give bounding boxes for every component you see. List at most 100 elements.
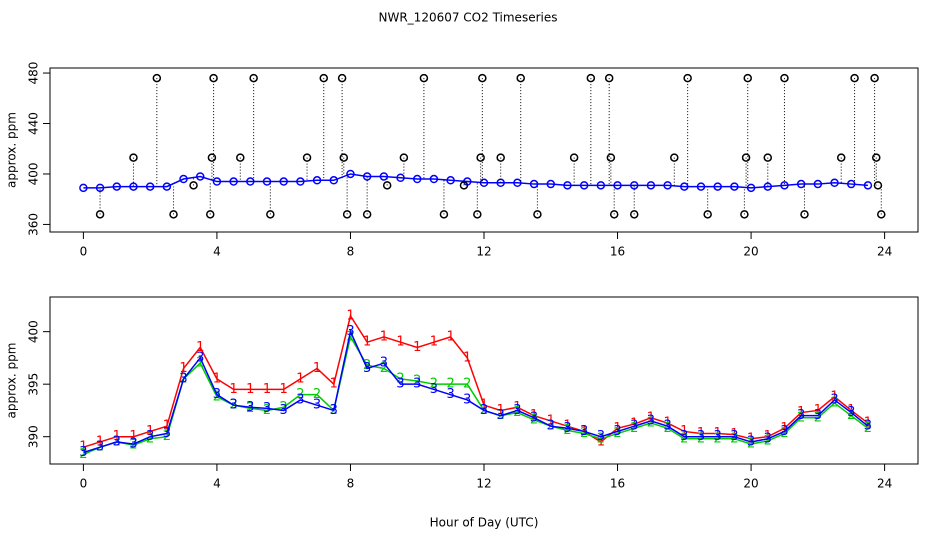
point <box>329 176 339 185</box>
point-label: 3 <box>630 419 638 434</box>
point-label: 1 <box>229 382 237 397</box>
point-label: 2 <box>263 403 271 418</box>
point-label: 1 <box>179 361 187 376</box>
point <box>683 73 692 83</box>
point <box>496 153 505 162</box>
point <box>533 210 542 219</box>
point-label: 3 <box>330 403 338 418</box>
point <box>396 173 405 183</box>
point <box>319 73 329 83</box>
point <box>479 178 489 188</box>
point <box>446 176 455 185</box>
point-label: 3 <box>113 434 121 449</box>
point-label: 3 <box>680 429 688 444</box>
point-label: 2 <box>647 416 655 431</box>
point <box>870 73 879 83</box>
point-label: 2 <box>146 431 154 446</box>
point <box>743 73 752 83</box>
point <box>613 181 622 190</box>
x-tick-label: 20 <box>743 477 758 491</box>
point <box>429 174 439 184</box>
point <box>629 181 639 190</box>
point-label: 2 <box>864 421 872 436</box>
point <box>339 153 349 162</box>
point-label: 2 <box>680 431 688 446</box>
point <box>863 181 873 190</box>
point <box>763 153 773 162</box>
point <box>95 210 105 219</box>
point <box>579 181 589 190</box>
point <box>813 179 823 189</box>
point <box>646 181 656 190</box>
point <box>670 153 679 162</box>
point-label: 3 <box>246 400 254 415</box>
point <box>746 183 756 193</box>
point <box>741 153 751 162</box>
point-label: 1 <box>79 440 87 455</box>
point-label: 2 <box>513 405 521 420</box>
point <box>95 183 105 193</box>
point-label: 1 <box>413 340 421 355</box>
point <box>249 73 258 83</box>
point <box>312 176 322 185</box>
point <box>730 182 739 191</box>
point-label: 3 <box>129 437 137 452</box>
y-tick-label: 390 <box>27 425 41 448</box>
point-label: 1 <box>747 431 755 446</box>
point-label: 1 <box>714 426 722 441</box>
point-label: 1 <box>697 426 705 441</box>
point-label: 2 <box>764 433 772 448</box>
point-label: 2 <box>380 361 388 376</box>
point-label: 2 <box>563 423 571 438</box>
x-tick-label: 12 <box>476 245 491 259</box>
point-label: 2 <box>630 421 638 436</box>
point <box>419 73 429 83</box>
point-label: 3 <box>597 429 605 444</box>
point <box>209 73 218 83</box>
point-label: 1 <box>563 419 571 434</box>
point-label: 1 <box>830 389 838 404</box>
point <box>382 181 392 190</box>
point-label: 2 <box>847 408 855 423</box>
point <box>205 210 215 219</box>
point-label: 3 <box>513 403 521 418</box>
point-label: 1 <box>797 405 805 420</box>
x-tick-label: 20 <box>743 245 758 259</box>
point <box>302 153 312 162</box>
x-tick-label: 16 <box>610 477 625 491</box>
point-label: 1 <box>213 371 221 386</box>
point-label: 2 <box>196 356 204 371</box>
point-label: 1 <box>630 417 638 432</box>
point-label: 3 <box>580 424 588 439</box>
point-label: 1 <box>864 416 872 431</box>
point-label: 3 <box>213 387 221 402</box>
point-label: 3 <box>346 324 354 339</box>
point-label: 3 <box>480 403 488 418</box>
point-label: 3 <box>747 434 755 449</box>
point-label: 1 <box>363 335 371 350</box>
point-label: 2 <box>714 431 722 446</box>
point-label: 2 <box>814 410 822 425</box>
point <box>362 210 372 219</box>
point-label: 2 <box>797 410 805 425</box>
y-tick-label: 440 <box>27 112 41 135</box>
x-tick-label: 12 <box>476 477 491 491</box>
point-label: 1 <box>847 403 855 418</box>
point-label: 3 <box>647 413 655 428</box>
point-label: 1 <box>146 424 154 439</box>
point-label: 3 <box>613 424 621 439</box>
point-label: 2 <box>580 426 588 441</box>
point-label: 2 <box>430 377 438 392</box>
point <box>212 177 222 186</box>
point-label: 3 <box>196 350 204 365</box>
point <box>569 153 579 162</box>
point-label: 2 <box>463 377 471 392</box>
y-tick-label: 480 <box>27 62 41 85</box>
x-tick-label: 24 <box>877 245 892 259</box>
point <box>596 181 606 190</box>
point-label: 3 <box>730 429 738 444</box>
point-label: 1 <box>730 427 738 442</box>
point <box>563 181 572 190</box>
point-label: 1 <box>430 335 438 350</box>
